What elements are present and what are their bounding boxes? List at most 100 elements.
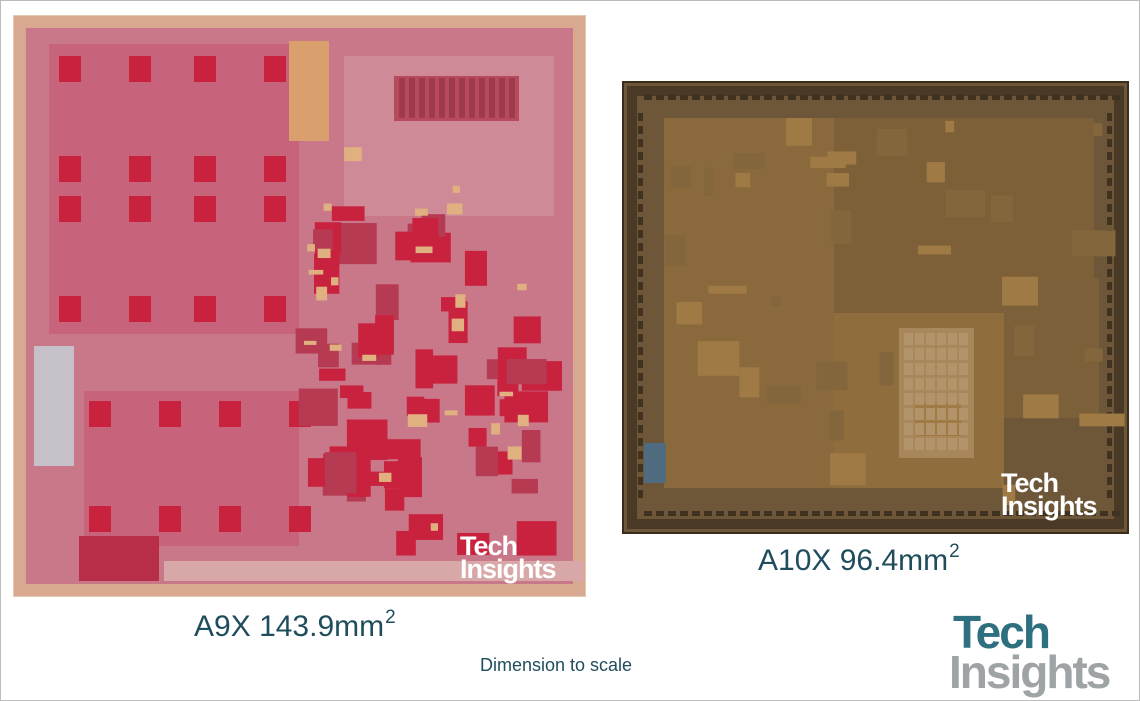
die-block <box>638 191 643 199</box>
die-block <box>716 95 724 100</box>
die-block <box>937 438 946 450</box>
die-block <box>384 488 405 511</box>
die-block <box>331 206 365 221</box>
die-block <box>1023 394 1059 419</box>
watermark-insights: Insights <box>1001 491 1098 522</box>
die-block <box>937 393 946 405</box>
die-block <box>937 378 946 390</box>
die-block <box>446 203 463 215</box>
die-block <box>1052 511 1060 516</box>
die-block <box>430 523 438 531</box>
die-block <box>937 333 946 345</box>
die-block <box>948 333 957 345</box>
die-block <box>676 301 703 325</box>
die-block <box>1112 511 1120 516</box>
die-block <box>1004 95 1012 100</box>
die-block <box>959 378 968 390</box>
die-block <box>517 414 529 427</box>
die-block <box>884 95 892 100</box>
die-block <box>1107 126 1112 134</box>
die-block <box>764 95 772 100</box>
a9x-caption: A9X 143.9mm2 <box>194 607 396 644</box>
die-block <box>1107 373 1112 381</box>
die-block <box>1084 348 1103 362</box>
die-block <box>415 349 434 389</box>
die-block <box>638 451 643 459</box>
die-block <box>944 511 952 516</box>
die-block <box>362 354 377 361</box>
die-block <box>1112 95 1120 100</box>
die-block <box>692 95 700 100</box>
die-block <box>451 318 465 332</box>
die-block <box>1107 152 1112 160</box>
die-block <box>879 352 894 386</box>
die-block <box>968 95 976 100</box>
die-block <box>1072 230 1116 257</box>
die-block <box>475 446 499 477</box>
die-block <box>948 378 957 390</box>
die-block <box>1107 386 1112 394</box>
die-block <box>432 355 458 384</box>
die-block <box>1107 360 1112 368</box>
die-block <box>968 511 976 516</box>
die-block <box>638 438 643 446</box>
die-block <box>1107 178 1112 186</box>
die-block <box>407 414 428 427</box>
die-block <box>824 95 832 100</box>
watermark-tech: Tech <box>1001 468 1059 498</box>
die-block <box>948 438 957 450</box>
die-block <box>767 385 801 404</box>
die-block <box>89 401 111 427</box>
die-block <box>444 410 458 416</box>
die-block <box>89 506 111 532</box>
die-block <box>638 477 643 485</box>
die-block <box>828 410 844 441</box>
die-block <box>395 231 439 261</box>
die-block <box>800 95 808 100</box>
die-block <box>915 438 924 450</box>
die-block <box>752 95 760 100</box>
die-block <box>644 95 652 100</box>
die-block <box>948 363 957 375</box>
die-block <box>1107 490 1112 498</box>
die-block <box>1076 95 1084 100</box>
die-block <box>1016 95 1024 100</box>
die-block <box>959 408 968 420</box>
die-block <box>638 373 643 381</box>
die-block <box>1004 511 1012 516</box>
die-block <box>1107 347 1112 355</box>
die-block <box>959 363 968 375</box>
die-block <box>219 506 241 532</box>
die-block <box>638 282 643 290</box>
die-block <box>464 250 488 286</box>
die-block <box>926 348 935 360</box>
die-block <box>638 152 643 160</box>
die-block <box>816 361 848 391</box>
die-block <box>915 348 924 360</box>
a9x-name: A9X <box>194 610 251 643</box>
die-block <box>708 285 747 294</box>
die-block <box>937 363 946 375</box>
a10x-caption: A10X 96.4mm2 <box>758 541 960 578</box>
die-block <box>1088 95 1096 100</box>
die-block <box>812 95 820 100</box>
die-block <box>1107 139 1112 147</box>
die-block <box>638 399 643 407</box>
die-block <box>129 56 151 82</box>
die-block <box>788 511 796 516</box>
die-block <box>990 195 1013 223</box>
die-block <box>932 511 940 516</box>
die-block <box>926 423 935 435</box>
die-block <box>915 363 924 375</box>
die-block <box>638 204 643 212</box>
die-block <box>1107 438 1112 446</box>
die-block <box>776 511 784 516</box>
die-block <box>948 348 957 360</box>
die-block <box>948 423 957 435</box>
die-block <box>944 95 952 100</box>
die-block <box>830 453 866 486</box>
die-block <box>1107 399 1112 407</box>
die-block <box>499 78 505 118</box>
die-block <box>384 439 421 460</box>
a9x-watermark: Tech Insights <box>460 532 557 582</box>
